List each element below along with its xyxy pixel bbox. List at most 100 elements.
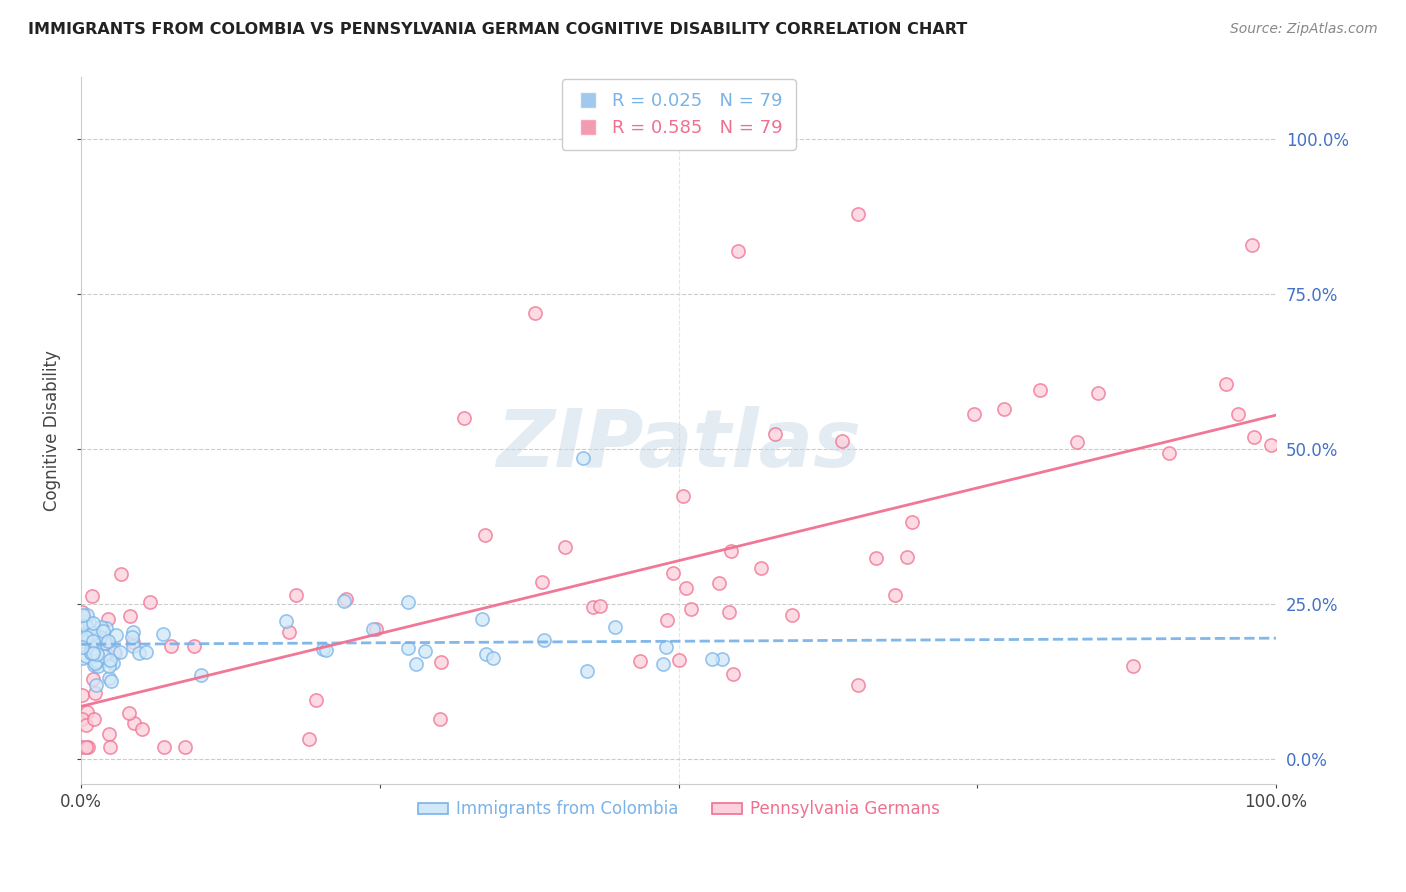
- Point: [93, 649, 115, 664]
- Point: [1215, 376, 1237, 391]
- Point: [80, 646, 103, 660]
- Point: [1122, 659, 1144, 673]
- Point: [453, 411, 475, 425]
- Point: [718, 605, 741, 619]
- Point: [131, 722, 153, 736]
- Point: [80, 643, 103, 657]
- Point: [83, 648, 105, 662]
- Point: [83, 641, 105, 656]
- Point: [274, 614, 297, 628]
- Point: [554, 540, 576, 554]
- Point: [82, 625, 104, 640]
- Point: [98, 652, 121, 666]
- Point: [763, 427, 786, 442]
- Point: [413, 644, 436, 658]
- Point: [79, 633, 101, 648]
- Point: [298, 731, 321, 746]
- Point: [84, 677, 107, 691]
- Point: [86, 655, 108, 669]
- Point: [780, 608, 803, 623]
- Point: [662, 566, 685, 580]
- Point: [82, 646, 104, 660]
- Point: [396, 595, 419, 609]
- Point: [72, 739, 94, 754]
- Point: [1066, 435, 1088, 450]
- Point: [76, 739, 98, 754]
- Point: [97, 658, 120, 673]
- Point: [603, 620, 626, 634]
- Point: [533, 632, 555, 647]
- Point: [139, 595, 162, 609]
- Point: [100, 674, 122, 689]
- Point: [305, 692, 328, 706]
- Point: [75, 739, 97, 754]
- Point: [83, 657, 105, 672]
- Legend: Immigrants from Colombia, Pennsylvania Germans: Immigrants from Colombia, Pennsylvania G…: [411, 794, 946, 825]
- Point: [333, 594, 356, 608]
- Point: [481, 651, 503, 665]
- Point: [710, 652, 733, 666]
- Point: [1159, 446, 1181, 460]
- Point: [121, 625, 143, 640]
- Point: [77, 632, 100, 646]
- Point: [173, 739, 195, 754]
- Point: [963, 407, 986, 421]
- Point: [846, 207, 869, 221]
- Point: [75, 630, 97, 644]
- Point: [90, 620, 112, 634]
- Point: [723, 667, 745, 681]
- Point: [72, 650, 94, 665]
- Point: [82, 673, 104, 687]
- Point: [135, 645, 157, 659]
- Point: [83, 637, 105, 651]
- Point: [110, 644, 132, 658]
- Point: [993, 401, 1015, 416]
- Point: [83, 686, 105, 700]
- Point: [675, 581, 697, 595]
- Point: [121, 630, 143, 644]
- Point: [153, 739, 176, 754]
- Point: [84, 632, 107, 646]
- Point: [896, 549, 918, 564]
- Point: [364, 622, 387, 636]
- Y-axis label: Cognitive Disability: Cognitive Disability: [44, 351, 60, 511]
- Point: [846, 677, 869, 691]
- Point: [865, 550, 887, 565]
- Point: [1227, 407, 1250, 421]
- Point: [128, 646, 150, 660]
- Point: [117, 706, 139, 720]
- Point: [312, 642, 335, 657]
- Point: [84, 656, 107, 670]
- Point: [77, 615, 100, 629]
- Point: [405, 657, 427, 671]
- Point: [103, 645, 125, 659]
- Point: [152, 627, 174, 641]
- Point: [122, 716, 145, 731]
- Point: [122, 634, 145, 648]
- Point: [104, 646, 127, 660]
- Point: [89, 630, 111, 644]
- Point: [76, 607, 98, 622]
- Point: [681, 602, 703, 616]
- Point: [655, 640, 678, 655]
- Point: [76, 705, 98, 719]
- Point: [75, 619, 97, 633]
- Point: [524, 306, 547, 320]
- Point: [1243, 430, 1265, 444]
- Point: [651, 657, 673, 671]
- Point: [72, 688, 94, 702]
- Point: [183, 639, 205, 653]
- Point: [702, 652, 724, 666]
- Point: [72, 634, 94, 648]
- Point: [831, 434, 853, 448]
- Point: [429, 712, 451, 726]
- Point: [657, 613, 679, 627]
- Point: [75, 718, 97, 732]
- Point: [118, 608, 141, 623]
- Text: Source: ZipAtlas.com: Source: ZipAtlas.com: [1230, 22, 1378, 37]
- Point: [93, 631, 115, 645]
- Point: [707, 576, 730, 591]
- Point: [77, 632, 100, 646]
- Point: [97, 612, 120, 626]
- Point: [79, 645, 101, 659]
